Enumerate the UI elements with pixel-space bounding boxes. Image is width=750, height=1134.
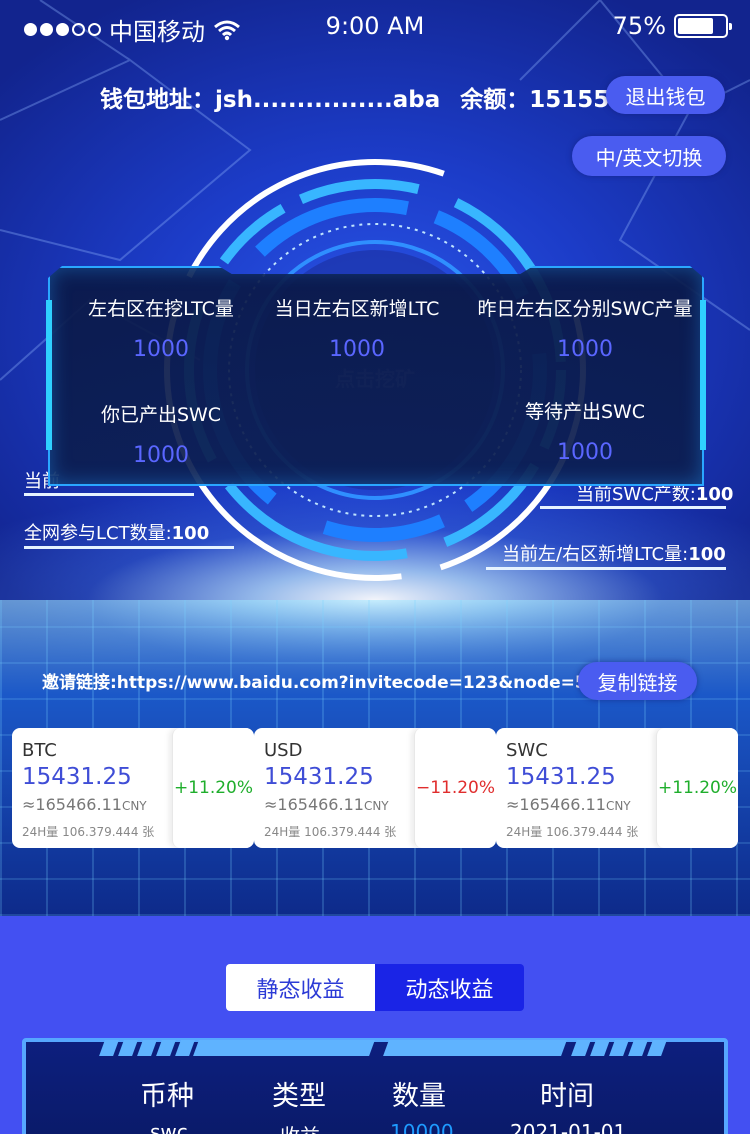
- panel-stat-today-ltc: 当日左右区新增LTC 1000: [274, 298, 440, 362]
- table-cell-coin: swc: [150, 1120, 188, 1134]
- swc-output-stat: 当前SWC产数:100: [576, 484, 734, 505]
- price-change: −11.20%: [414, 728, 496, 848]
- exit-wallet-button[interactable]: 退出钱包: [606, 76, 725, 114]
- panel-stat-produced-swc: 你已产出SWC 1000: [100, 404, 222, 468]
- frame-bar-decoration: [383, 1040, 567, 1056]
- panel-glow-edge: [46, 300, 52, 450]
- column-header-type: 类型: [272, 1081, 326, 1112]
- stat-underline: [540, 506, 726, 509]
- frame-stripes-decoration: [99, 1040, 195, 1056]
- tab-static-earnings[interactable]: 静态收益: [226, 964, 375, 1011]
- battery-percent: 75%: [612, 12, 666, 40]
- stat-underline: [486, 567, 726, 570]
- wallet-info: 钱包地址：jsh................aba 余额：15155: [100, 80, 609, 114]
- column-header-amount: 数量: [392, 1081, 446, 1112]
- column-header-coin: 币种: [140, 1081, 194, 1112]
- market-card-btc[interactable]: BTC 15431.25 ≈165466.11CNY 24H量 106.379.…: [12, 728, 254, 848]
- frame-bar-decoration: [193, 1040, 375, 1056]
- price-change: +11.20%: [172, 728, 254, 848]
- network-lct-stat: 全网参与LCT数量:100: [24, 523, 210, 544]
- stat-underline: [24, 493, 194, 496]
- status-bar: 中国移动 9:00 AM 75%: [0, 0, 750, 52]
- battery-indicator: 75%: [612, 12, 732, 40]
- panel-glow-edge: [700, 300, 706, 450]
- earnings-tab-toggle: 静态收益 动态收益: [226, 964, 524, 1011]
- wallet-address: 钱包地址：jsh................aba: [100, 87, 441, 113]
- frame-stripes-decoration: [571, 1040, 667, 1056]
- table-cell-amount: 10000: [390, 1120, 454, 1134]
- invite-link: 邀请链接:https://www.baidu.com?invitecode=12…: [42, 673, 623, 693]
- market-card-usd[interactable]: USD 15431.25 ≈165466.11CNY 24H量 106.379.…: [254, 728, 496, 848]
- column-header-time: 时间: [540, 1081, 594, 1112]
- panel-stat-yesterday-swc: 昨日左右区分别SWC产量 1000: [477, 298, 693, 362]
- battery-icon: [674, 14, 732, 38]
- copy-link-button[interactable]: 复制链接: [578, 662, 697, 700]
- signal-icon: [24, 23, 101, 36]
- price-change: +11.20%: [656, 728, 738, 848]
- language-toggle-button[interactable]: 中/英文切换: [572, 136, 726, 176]
- wallet-balance: 余额：15155: [460, 87, 610, 113]
- carrier-indicator: 中国移动: [24, 12, 241, 47]
- stat-underline: [24, 546, 234, 549]
- table-cell-type: 收益: [280, 1120, 320, 1134]
- panel-stat-mining-ltc: 左右区在挖LTC量 1000: [88, 298, 234, 362]
- tab-dynamic-earnings[interactable]: 动态收益: [375, 964, 524, 1011]
- table-cell-time: 2021-01-01: [510, 1120, 627, 1134]
- status-time: 9:00 AM: [325, 12, 425, 40]
- carrier-name: 中国移动: [109, 18, 205, 46]
- panel-stat-pending-swc: 等待产出SWC 1000: [524, 401, 646, 465]
- market-card-swc[interactable]: SWC 15431.25 ≈165466.11CNY 24H量 106.379.…: [496, 728, 738, 848]
- wifi-icon: [214, 20, 240, 40]
- zone-ltc-stat: 当前左/右区新增LTC量:100: [502, 544, 726, 565]
